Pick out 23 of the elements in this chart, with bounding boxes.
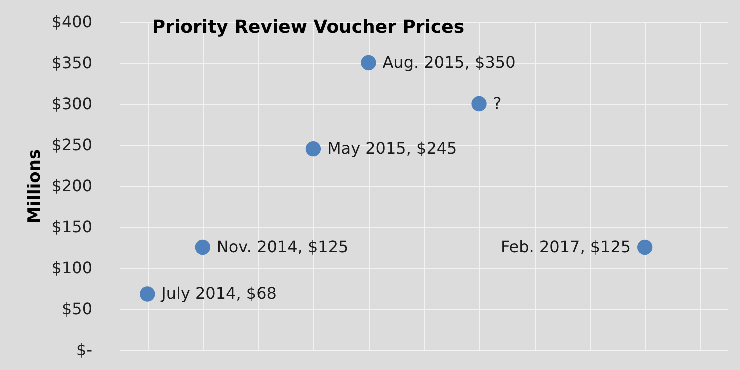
y-tick-label: $200 (52, 176, 92, 196)
y-tick-label: $400 (52, 12, 92, 32)
y-tick-label: $100 (52, 258, 92, 278)
data-label: July 2014, $68 (160, 284, 277, 304)
point (361, 55, 376, 71)
point (306, 142, 322, 157)
data-label: Aug. 2015, $350 (382, 53, 516, 72)
point (140, 286, 156, 302)
y-tick-label: $250 (52, 136, 92, 154)
data-label: Feb. 2017, $125 (500, 238, 632, 256)
y-tick-label: $350 (52, 54, 92, 72)
data-label: ? (493, 94, 502, 113)
data-label: May 2015, $245 (327, 139, 458, 158)
y-tick-label: $- (76, 340, 92, 360)
data-label: Nov. 2014, $125 (216, 238, 349, 256)
y-tick-label: $150 (52, 218, 92, 236)
y-tick-label: $50 (62, 300, 92, 318)
point (638, 240, 653, 256)
y-tick-label: $300 (52, 94, 92, 114)
point (195, 240, 210, 256)
point (472, 96, 487, 112)
y-axis-title: Millions (24, 149, 45, 224)
chart-title: Priority Review Voucher Prices (152, 17, 465, 38)
